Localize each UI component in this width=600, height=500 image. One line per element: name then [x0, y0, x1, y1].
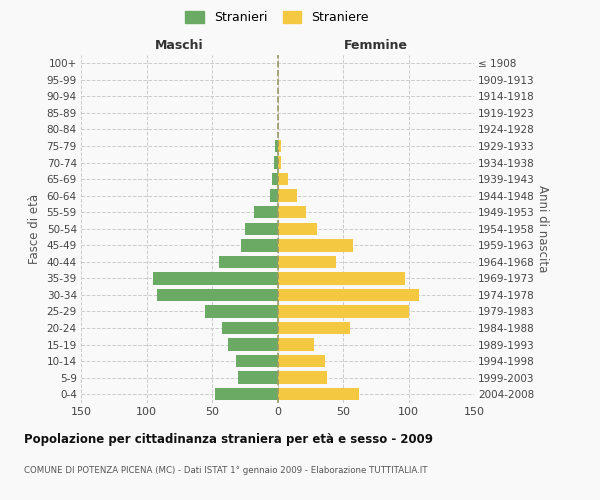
Bar	[277, 173, 288, 186]
Bar	[277, 222, 317, 235]
Bar	[223, 322, 277, 334]
Text: Femmine: Femmine	[344, 38, 408, 52]
Bar	[277, 206, 307, 218]
Bar	[277, 306, 409, 318]
Legend: Stranieri, Straniere: Stranieri, Straniere	[181, 6, 374, 29]
Bar	[277, 322, 350, 334]
Bar	[218, 256, 277, 268]
Bar	[277, 190, 297, 202]
Bar	[275, 140, 277, 152]
Bar	[277, 338, 314, 351]
Bar	[277, 156, 281, 169]
Bar	[277, 239, 353, 252]
Bar	[277, 140, 281, 152]
Bar	[153, 272, 277, 284]
Bar	[228, 338, 277, 351]
Y-axis label: Anni di nascita: Anni di nascita	[536, 185, 549, 272]
Y-axis label: Fasce di età: Fasce di età	[28, 194, 41, 264]
Bar	[205, 306, 277, 318]
Bar	[254, 206, 277, 218]
Bar	[274, 156, 277, 169]
Text: Maschi: Maschi	[155, 38, 203, 52]
Text: Popolazione per cittadinanza straniera per età e sesso - 2009: Popolazione per cittadinanza straniera p…	[24, 432, 433, 446]
Bar	[277, 372, 327, 384]
Bar	[241, 239, 277, 252]
Bar	[277, 256, 337, 268]
Bar	[238, 372, 277, 384]
Bar	[277, 288, 419, 301]
Bar	[215, 388, 277, 400]
Bar	[272, 173, 277, 186]
Bar	[236, 355, 277, 368]
Text: COMUNE DI POTENZA PICENA (MC) - Dati ISTAT 1° gennaio 2009 - Elaborazione TUTTIT: COMUNE DI POTENZA PICENA (MC) - Dati IST…	[24, 466, 427, 475]
Bar	[245, 222, 277, 235]
Bar	[269, 190, 277, 202]
Bar	[277, 355, 325, 368]
Bar	[157, 288, 277, 301]
Bar	[277, 272, 404, 284]
Bar	[277, 388, 359, 400]
